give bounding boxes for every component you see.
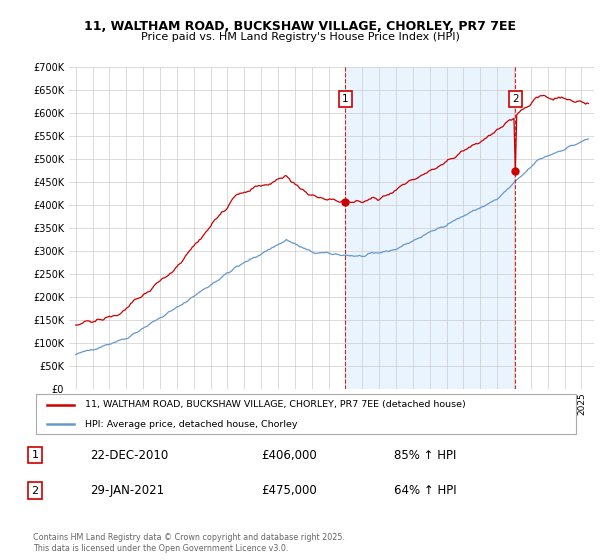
Text: 2: 2 xyxy=(31,486,38,496)
Text: HPI: Average price, detached house, Chorley: HPI: Average price, detached house, Chor… xyxy=(85,420,297,429)
Text: 22-DEC-2010: 22-DEC-2010 xyxy=(90,449,169,462)
Bar xyxy=(346,67,515,389)
Text: £406,000: £406,000 xyxy=(262,449,317,462)
Text: 11, WALTHAM ROAD, BUCKSHAW VILLAGE, CHORLEY, PR7 7EE: 11, WALTHAM ROAD, BUCKSHAW VILLAGE, CHOR… xyxy=(84,20,516,32)
Text: 2: 2 xyxy=(512,95,518,104)
Text: Contains HM Land Registry data © Crown copyright and database right 2025.
This d: Contains HM Land Registry data © Crown c… xyxy=(33,533,345,553)
Text: 11, WALTHAM ROAD, BUCKSHAW VILLAGE, CHORLEY, PR7 7EE (detached house): 11, WALTHAM ROAD, BUCKSHAW VILLAGE, CHOR… xyxy=(85,400,466,409)
Text: 64% ↑ HPI: 64% ↑ HPI xyxy=(394,484,457,497)
Text: 1: 1 xyxy=(342,95,349,104)
Text: £475,000: £475,000 xyxy=(262,484,317,497)
Text: 29-JAN-2021: 29-JAN-2021 xyxy=(90,484,164,497)
FancyBboxPatch shape xyxy=(36,394,576,434)
Text: Price paid vs. HM Land Registry's House Price Index (HPI): Price paid vs. HM Land Registry's House … xyxy=(140,32,460,42)
Text: 1: 1 xyxy=(32,450,38,460)
Text: 85% ↑ HPI: 85% ↑ HPI xyxy=(394,449,456,462)
